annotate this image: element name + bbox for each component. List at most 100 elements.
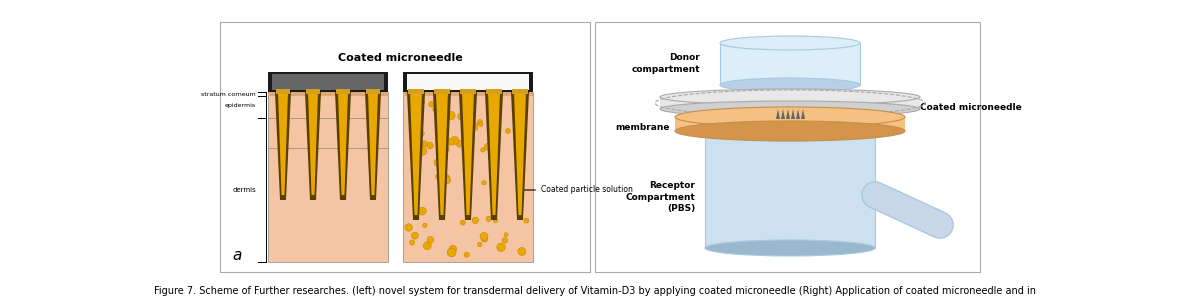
Circle shape — [456, 140, 463, 147]
Circle shape — [472, 217, 479, 224]
Circle shape — [429, 101, 435, 107]
Polygon shape — [786, 109, 790, 119]
Circle shape — [505, 129, 511, 133]
Circle shape — [423, 223, 428, 228]
Ellipse shape — [675, 107, 905, 127]
Circle shape — [418, 207, 426, 215]
Circle shape — [434, 159, 442, 166]
Text: membrane: membrane — [616, 124, 671, 132]
Text: Coated particle solution: Coated particle solution — [517, 185, 632, 195]
Text: stratum corneum: stratum corneum — [201, 91, 256, 96]
Circle shape — [479, 122, 484, 126]
Polygon shape — [407, 92, 425, 220]
Bar — [272, 74, 384, 90]
Text: Compartment: Compartment — [625, 192, 696, 201]
Polygon shape — [305, 92, 322, 200]
Polygon shape — [338, 92, 348, 195]
Ellipse shape — [721, 78, 860, 92]
Ellipse shape — [721, 36, 860, 50]
Circle shape — [485, 144, 491, 150]
Circle shape — [410, 240, 414, 245]
Circle shape — [442, 145, 449, 153]
Circle shape — [492, 152, 499, 159]
Circle shape — [422, 141, 428, 147]
Polygon shape — [275, 92, 291, 200]
Circle shape — [442, 174, 450, 183]
Polygon shape — [335, 92, 351, 200]
Bar — [220, 22, 590, 272]
Circle shape — [436, 174, 441, 179]
Circle shape — [515, 133, 519, 138]
Circle shape — [418, 130, 424, 136]
Circle shape — [447, 111, 455, 120]
Circle shape — [448, 139, 454, 145]
Ellipse shape — [705, 125, 875, 141]
Polygon shape — [802, 109, 805, 119]
Circle shape — [405, 224, 412, 231]
Bar — [675, 117, 905, 131]
Polygon shape — [485, 92, 503, 220]
Circle shape — [478, 120, 482, 124]
Circle shape — [469, 163, 473, 167]
Circle shape — [411, 232, 418, 239]
Bar — [403, 92, 534, 262]
Polygon shape — [278, 92, 288, 195]
Circle shape — [503, 237, 507, 243]
Circle shape — [432, 106, 438, 112]
Circle shape — [428, 237, 434, 243]
Circle shape — [469, 122, 478, 131]
Circle shape — [518, 248, 526, 256]
Bar — [486, 89, 501, 94]
Circle shape — [450, 136, 459, 144]
Text: epidermis: epidermis — [225, 103, 256, 107]
Bar — [366, 89, 380, 94]
Polygon shape — [434, 92, 451, 220]
Text: compartment: compartment — [631, 65, 700, 74]
Bar — [268, 92, 388, 262]
Text: dermis: dermis — [232, 187, 256, 193]
Circle shape — [504, 233, 509, 237]
Ellipse shape — [675, 121, 905, 141]
Polygon shape — [796, 109, 800, 119]
Bar — [407, 74, 529, 90]
Circle shape — [443, 176, 450, 184]
Bar — [705, 133, 875, 248]
Circle shape — [449, 245, 457, 253]
Circle shape — [482, 181, 486, 185]
Polygon shape — [459, 92, 478, 220]
Bar — [268, 92, 388, 96]
Circle shape — [464, 252, 469, 257]
Circle shape — [467, 161, 472, 166]
Polygon shape — [368, 92, 378, 195]
Circle shape — [466, 103, 470, 108]
Polygon shape — [791, 109, 796, 119]
Text: Receptor: Receptor — [649, 181, 696, 189]
Polygon shape — [364, 92, 381, 200]
Polygon shape — [488, 92, 500, 215]
Bar — [660, 97, 919, 109]
Circle shape — [468, 190, 472, 194]
Circle shape — [457, 113, 464, 120]
Bar — [276, 89, 289, 94]
Circle shape — [426, 142, 434, 149]
Polygon shape — [436, 92, 448, 215]
Circle shape — [417, 99, 424, 106]
Circle shape — [488, 96, 498, 105]
Circle shape — [441, 109, 448, 116]
Bar — [596, 22, 980, 272]
Text: Donor: Donor — [669, 54, 700, 62]
Text: Coated microneedle: Coated microneedle — [809, 103, 1022, 114]
Circle shape — [524, 218, 529, 223]
Polygon shape — [511, 92, 529, 220]
Circle shape — [460, 220, 466, 225]
Bar — [306, 89, 320, 94]
Bar — [336, 89, 350, 94]
Polygon shape — [308, 92, 318, 195]
Text: Figure 7. Scheme of Further researches. (left) novel system for transdermal deli: Figure 7. Scheme of Further researches. … — [154, 286, 1036, 296]
Circle shape — [438, 99, 445, 106]
Circle shape — [497, 243, 505, 252]
Circle shape — [418, 147, 426, 155]
Bar — [268, 72, 388, 92]
Bar — [512, 89, 528, 94]
Bar — [434, 89, 450, 94]
